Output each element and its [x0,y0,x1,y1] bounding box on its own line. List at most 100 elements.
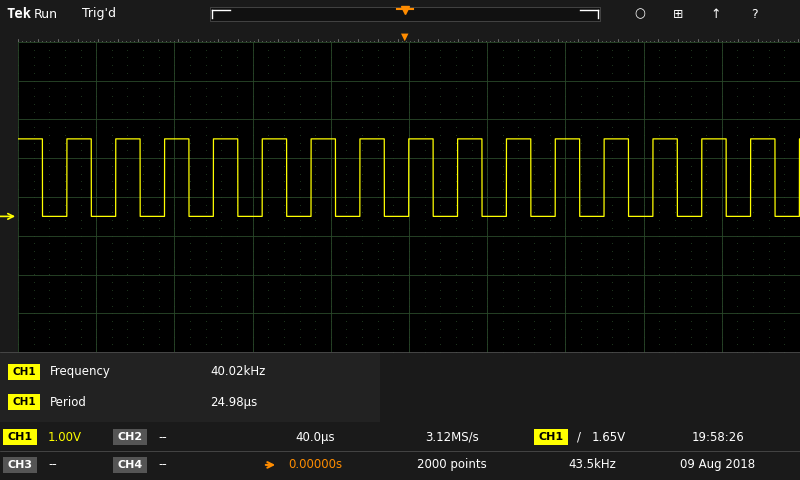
Point [637,77,650,84]
Point [90,247,102,255]
Point [653,201,666,209]
Point [43,77,56,84]
Point [684,247,697,255]
Point [528,301,541,309]
Point [794,77,800,84]
Point [637,271,650,278]
Point [512,209,525,216]
Point [669,278,682,286]
Point [278,61,290,69]
Point [794,84,800,92]
Point [653,108,666,116]
Point [497,93,510,100]
Point [637,108,650,116]
Point [199,325,212,333]
Point [590,46,603,54]
Point [606,77,618,84]
Point [653,123,666,131]
Point [121,278,134,286]
Point [715,108,728,116]
Point [356,155,369,162]
Point [262,185,274,193]
Point [528,46,541,54]
Point [43,209,56,216]
Point [309,325,322,333]
Point [137,193,150,201]
Point [58,170,71,178]
Point [121,301,134,309]
Point [543,255,556,263]
Point [27,271,40,278]
Point [700,123,713,131]
Point [700,54,713,61]
Point [90,193,102,201]
Point [293,271,306,278]
Point [43,178,56,185]
Point [152,84,165,92]
Point [262,116,274,123]
Point [11,131,24,139]
Point [90,216,102,224]
Point [590,278,603,286]
Point [528,108,541,116]
Point [559,201,572,209]
Point [434,54,446,61]
Point [340,209,353,216]
Point [340,162,353,170]
Point [528,100,541,108]
Point [606,240,618,247]
Point [590,224,603,232]
Point [497,209,510,216]
Point [543,340,556,348]
Point [465,193,478,201]
Point [715,301,728,309]
Point [669,209,682,216]
Point [152,162,165,170]
Point [215,263,228,271]
Point [356,232,369,240]
Point [450,294,462,301]
Point [402,77,415,84]
Point [434,301,446,309]
Point [590,340,603,348]
Point [794,301,800,309]
Point [794,116,800,123]
Point [58,38,71,46]
Point [731,108,744,116]
Point [684,232,697,240]
Point [90,38,102,46]
Point [215,178,228,185]
Point [340,325,353,333]
Point [90,46,102,54]
Point [27,263,40,271]
Point [684,54,697,61]
Point [199,170,212,178]
Point [606,100,618,108]
Point [43,301,56,309]
Point [340,131,353,139]
Point [387,247,400,255]
Point [794,147,800,155]
Point [74,54,87,61]
Point [309,170,322,178]
Point [590,77,603,84]
Point [106,139,118,146]
Point [637,123,650,131]
Point [11,77,24,84]
Point [559,178,572,185]
Point [543,240,556,247]
Point [450,61,462,69]
Point [356,162,369,170]
Point [278,108,290,116]
Point [434,131,446,139]
Point [481,224,494,232]
Point [230,178,243,185]
Point [325,247,338,255]
Point [512,123,525,131]
Point [43,84,56,92]
Point [121,147,134,155]
Point [293,263,306,271]
Point [731,310,744,317]
Point [528,278,541,286]
Point [653,100,666,108]
